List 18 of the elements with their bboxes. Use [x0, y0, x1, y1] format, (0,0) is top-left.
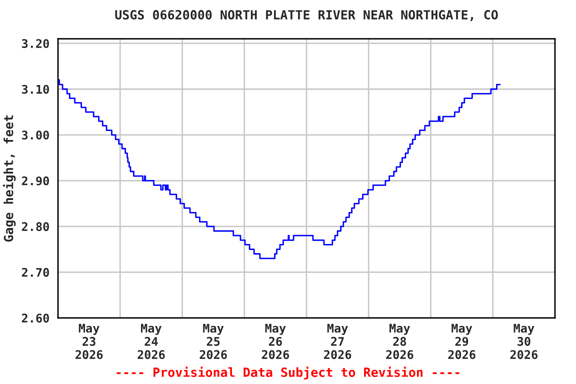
x-tick-label: May 28 2026 [386, 324, 414, 360]
y-tick-label: 2.70 [22, 268, 49, 277]
y-tick-label: 2.60 [22, 314, 49, 323]
chart-title: USGS 06620000 NORTH PLATTE RIVER NEAR NORTHGATE, CO [115, 10, 498, 22]
y-axis-title: Gage height, feet [2, 115, 16, 242]
text: ---- Provisional Data Subject to Revision ---- [116, 366, 460, 380]
x-tick-label: May 29 2026 [448, 324, 476, 360]
x-tick-label: May 30 2026 [510, 324, 538, 360]
x-tick-label: May 24 2026 [138, 324, 165, 360]
y-tick-label: 2.80 [22, 222, 49, 232]
x-tick-label: May 27 2026 [324, 324, 352, 360]
x-tick-label: May 25 2026 [200, 324, 227, 360]
y-tick-label: 3.00 [22, 130, 49, 140]
y-tick-label: 3.10 [22, 84, 49, 94]
y-tick-label: 2.90 [22, 176, 49, 186]
y-tick-label: 3.20 [22, 39, 49, 48]
x-tick-label: May 23 2026 [76, 324, 103, 360]
x-tick-label: May 26 2026 [262, 324, 290, 360]
